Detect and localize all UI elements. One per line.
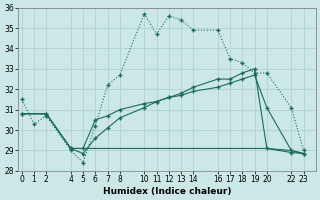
X-axis label: Humidex (Indice chaleur): Humidex (Indice chaleur)	[103, 187, 231, 196]
